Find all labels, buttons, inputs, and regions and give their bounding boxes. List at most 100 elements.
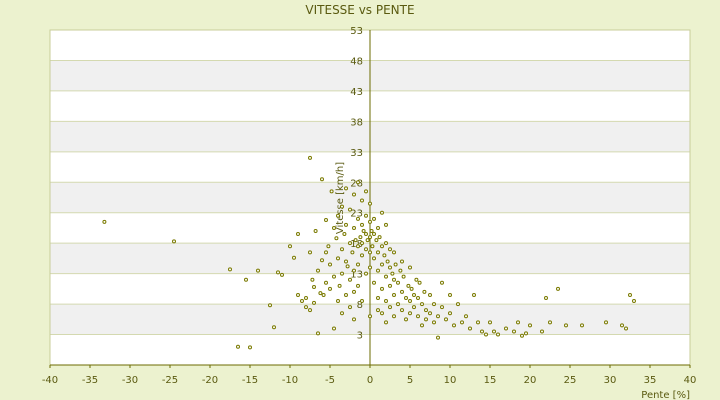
data-point bbox=[370, 244, 375, 249]
data-point bbox=[484, 332, 488, 337]
data-point bbox=[400, 308, 404, 313]
data-point bbox=[328, 286, 332, 291]
data-point bbox=[632, 299, 636, 304]
data-point bbox=[408, 311, 412, 316]
x-tick-label: 35 bbox=[644, 375, 657, 386]
data-point bbox=[352, 268, 356, 273]
data-point bbox=[324, 280, 328, 285]
data-point bbox=[334, 236, 339, 241]
data-point bbox=[248, 345, 252, 350]
data-point bbox=[360, 222, 364, 227]
data-point bbox=[620, 323, 624, 328]
data-point bbox=[472, 292, 476, 297]
x-tick-label: 25 bbox=[564, 375, 577, 386]
data-point bbox=[416, 314, 420, 319]
data-point bbox=[604, 320, 608, 325]
data-point bbox=[376, 225, 380, 230]
data-point bbox=[564, 323, 568, 328]
data-point bbox=[456, 302, 460, 307]
y-tick-label: 28 bbox=[350, 178, 363, 189]
y-tick-label: 18 bbox=[350, 239, 363, 250]
data-point bbox=[360, 241, 364, 246]
x-tick-label: -25 bbox=[162, 375, 178, 386]
data-point bbox=[336, 213, 340, 218]
data-point bbox=[492, 329, 496, 334]
data-point bbox=[352, 289, 356, 294]
data-point bbox=[420, 323, 424, 328]
data-point bbox=[376, 268, 380, 273]
data-point bbox=[348, 207, 352, 212]
data-point bbox=[401, 274, 406, 279]
data-point bbox=[364, 189, 368, 194]
data-point bbox=[369, 229, 374, 233]
data-point bbox=[326, 244, 331, 249]
data-point bbox=[398, 268, 403, 273]
data-point bbox=[360, 253, 364, 258]
data-point bbox=[320, 177, 324, 182]
chart-title: VITESSE vs PENTE bbox=[305, 3, 414, 17]
data-point bbox=[382, 253, 387, 258]
x-tick-label: 20 bbox=[524, 375, 537, 386]
y-tick-label: 48 bbox=[350, 56, 363, 67]
data-point bbox=[412, 305, 416, 310]
data-point bbox=[384, 274, 388, 279]
data-point bbox=[296, 292, 300, 297]
data-point bbox=[424, 317, 428, 322]
x-tick-label: 0 bbox=[367, 375, 373, 386]
y-tick-label: 53 bbox=[350, 26, 363, 37]
data-point bbox=[580, 323, 584, 328]
data-point bbox=[488, 320, 492, 325]
data-point bbox=[368, 201, 372, 206]
data-point bbox=[236, 344, 240, 349]
data-point bbox=[424, 308, 428, 313]
data-point bbox=[368, 314, 372, 319]
data-point bbox=[292, 255, 296, 260]
data-point bbox=[448, 292, 452, 297]
data-point bbox=[392, 292, 396, 297]
x-tick-label: 40 bbox=[684, 375, 697, 386]
data-point bbox=[504, 326, 508, 331]
data-point bbox=[172, 239, 176, 244]
data-point bbox=[496, 332, 500, 337]
data-points bbox=[102, 155, 636, 350]
data-point bbox=[388, 247, 392, 252]
data-point bbox=[376, 296, 380, 300]
data-point bbox=[388, 305, 392, 310]
data-point bbox=[360, 299, 364, 304]
data-point bbox=[344, 186, 348, 191]
y-tick-label: 3 bbox=[357, 331, 363, 342]
data-point bbox=[385, 259, 390, 264]
x-tick-label: -20 bbox=[202, 375, 218, 386]
data-point bbox=[544, 296, 548, 300]
data-point bbox=[440, 305, 444, 310]
data-point bbox=[374, 238, 379, 243]
data-point bbox=[356, 216, 360, 221]
data-point bbox=[422, 289, 427, 294]
data-point bbox=[432, 320, 436, 325]
data-point bbox=[548, 320, 552, 325]
data-point bbox=[328, 262, 332, 267]
data-point bbox=[344, 292, 348, 297]
data-point bbox=[361, 229, 366, 233]
data-point bbox=[428, 292, 432, 297]
data-point bbox=[384, 222, 388, 227]
data-point bbox=[464, 314, 468, 319]
y-tick-label: 43 bbox=[350, 87, 363, 98]
data-point bbox=[313, 229, 318, 233]
data-point bbox=[440, 280, 444, 285]
data-point bbox=[556, 286, 560, 291]
data-point bbox=[408, 299, 412, 304]
data-point bbox=[628, 292, 632, 297]
data-point bbox=[396, 302, 400, 307]
data-point bbox=[372, 256, 376, 261]
data-point bbox=[244, 277, 248, 282]
data-point bbox=[452, 323, 456, 328]
data-point bbox=[350, 250, 355, 255]
axes bbox=[49, 29, 691, 368]
x-tick-label: -10 bbox=[282, 375, 298, 386]
data-point bbox=[102, 219, 107, 224]
data-point bbox=[420, 302, 424, 307]
data-point bbox=[380, 262, 384, 267]
